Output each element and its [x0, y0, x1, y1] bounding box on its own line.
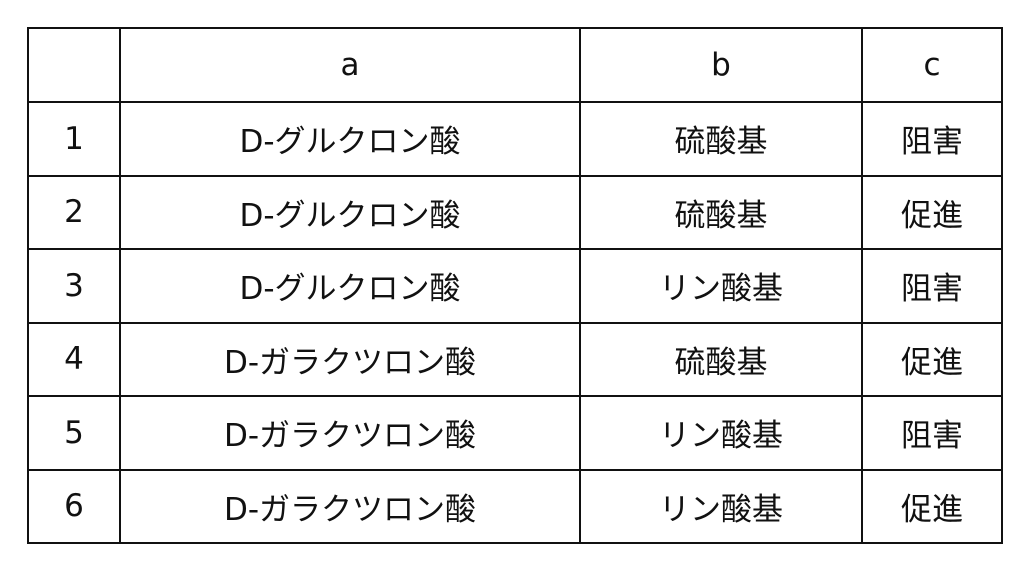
- cell-b: リン酸基: [579, 468, 863, 544]
- header-cell-b: b: [579, 27, 863, 103]
- cell-b: 硫酸基: [579, 101, 863, 177]
- cell-b: リン酸基: [579, 395, 863, 471]
- cell-c: 阻害: [861, 101, 1003, 177]
- table-row: 6 D-ガラクツロン酸 リン酸基 促進: [27, 468, 1003, 544]
- cell-a: D-ガラクツロン酸: [119, 321, 581, 397]
- cell-a: D-ガラクツロン酸: [119, 468, 581, 544]
- cell-a: D-グルクロン酸: [119, 248, 581, 324]
- cell-number: 3: [27, 248, 121, 324]
- table-row: 4 D-ガラクツロン酸 硫酸基 促進: [27, 321, 1003, 397]
- table-row: 5 D-ガラクツロン酸 リン酸基 阻害: [27, 395, 1003, 471]
- cell-c: 阻害: [861, 395, 1003, 471]
- cell-a: D-グルクロン酸: [119, 101, 581, 177]
- cell-number: 4: [27, 321, 121, 397]
- cell-number: 5: [27, 395, 121, 471]
- cell-b: 硫酸基: [579, 321, 863, 397]
- cell-a: D-グルクロン酸: [119, 174, 581, 250]
- cell-c: 促進: [861, 468, 1003, 544]
- cell-number: 6: [27, 468, 121, 544]
- table-row: 2 D-グルクロン酸 硫酸基 促進: [27, 174, 1003, 250]
- cell-c: 阻害: [861, 248, 1003, 324]
- header-cell-c: c: [861, 27, 1003, 103]
- cell-number: 1: [27, 101, 121, 177]
- cell-b: リン酸基: [579, 248, 863, 324]
- cell-a: D-ガラクツロン酸: [119, 395, 581, 471]
- cell-c: 促進: [861, 174, 1003, 250]
- cell-b: 硫酸基: [579, 174, 863, 250]
- header-row: a b c: [27, 27, 1003, 103]
- answer-choice-table: a b c 1 D-グルクロン酸 硫酸基 阻害 2 D-グルクロン酸 硫酸基 促進 3 D-グルク…: [27, 27, 1003, 544]
- cell-c: 促進: [861, 321, 1003, 397]
- table-row: 3 D-グルクロン酸 リン酸基 阻害: [27, 248, 1003, 324]
- table-row: 1 D-グルクロン酸 硫酸基 阻害: [27, 101, 1003, 177]
- header-cell-number: [27, 27, 121, 103]
- cell-number: 2: [27, 174, 121, 250]
- header-cell-a: a: [119, 27, 581, 103]
